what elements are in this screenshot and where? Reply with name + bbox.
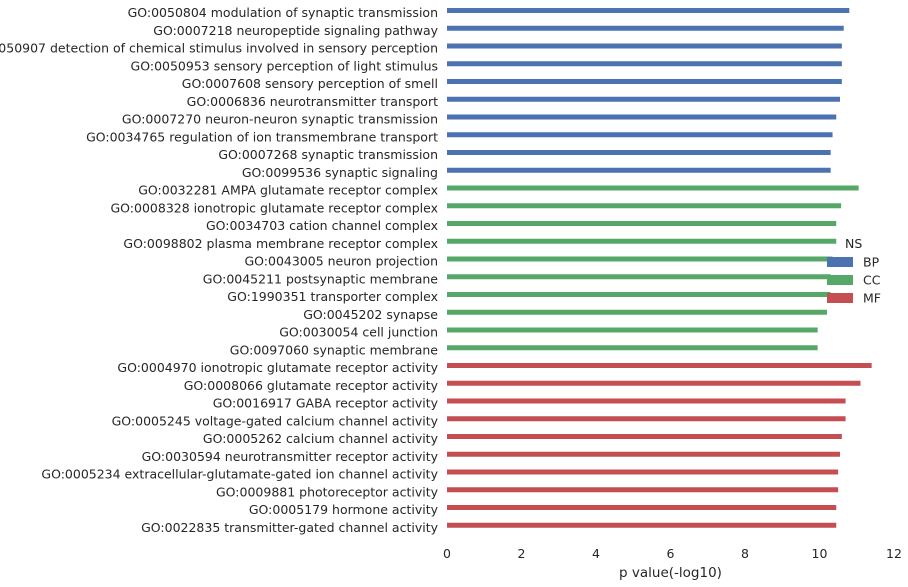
bar-cc-2 [447,221,837,226]
bar-bp-2 [447,43,842,49]
category-label: GO:0030594 neurotransmitter receptor act… [142,449,439,464]
bar-mf-7 [447,487,839,493]
category-label: GO:0016917 GABA receptor activity [213,396,439,411]
x-tick-label: 2 [518,546,526,561]
legend-swatch-mf [827,293,853,303]
category-label: GO:0006836 neurotransmitter transport [187,94,438,109]
category-label: GO:0022835 transmitter-gated channel act… [141,520,438,535]
bar-mf-9 [447,522,837,528]
bar-bp-0 [447,8,850,13]
category-label: GO:0050907 detection of chemical stimulu… [0,41,438,56]
category-label: GO:0005234 extracellular-glutamate-gated… [41,467,438,482]
category-label: GO:0050953 sensory perception of light s… [131,58,438,73]
category-label: GO:0097060 synaptic membrane [230,342,439,357]
bars [447,8,872,528]
legend-label-mf: MF [863,291,881,306]
bar-cc-5 [447,274,831,280]
x-axis-label: p value(-log10) [619,565,722,581]
category-label: GO:0009881 photoreceptor activity [216,484,439,499]
category-label: GO:0008328 ionotropic glutamate receptor… [111,200,439,215]
x-tick-label: 6 [667,546,675,561]
category-label: GO:0034765 regulation of ion transmembra… [86,129,438,144]
legend-label-cc: CC [863,273,881,288]
bar-bp-7 [447,132,833,138]
bar-bp-4 [447,79,842,84]
category-label: GO:0005179 hormone activity [249,502,439,517]
bar-cc-3 [447,238,837,244]
x-tick-label: 4 [592,546,600,561]
bar-mf-5 [447,451,840,457]
legend-label-bp: BP [863,255,880,270]
bar-bp-8 [447,150,831,155]
category-label: GO:0008066 glutamate receptor activity [184,378,439,393]
bar-cc-1 [447,203,842,209]
bar-bp-1 [447,25,844,31]
bar-mf-3 [447,416,846,422]
category-label: GO:0004970 ionotropic glutamate receptor… [117,360,438,375]
category-label: GO:0032281 AMPA glutamate receptor compl… [138,183,438,198]
category-label: GO:0099536 synaptic signaling [242,165,438,180]
legend-swatch-cc [827,275,853,285]
bar-cc-4 [447,256,833,262]
category-label: GO:0030054 cell junction [279,325,438,340]
x-axis-ticks: 0 2 4 6 8 10 12 [443,546,902,561]
bar-bp-5 [447,96,840,102]
bar-bp-3 [447,61,842,67]
bar-cc-8 [447,327,818,333]
x-tick-label: 0 [443,546,451,561]
category-label: GO:0005262 calcium channel activity [203,431,439,446]
bar-cc-9 [447,345,818,351]
bar-cc-6 [447,292,831,297]
bar-bp-9 [447,167,831,173]
category-label: GO:0005245 voltage-gated calcium channel… [112,413,439,428]
bar-cc-0 [447,185,859,191]
category-label: GO:0007218 neuropeptide signaling pathwa… [153,23,438,38]
legend-title: NS [845,236,862,251]
bar-mf-0 [447,363,872,368]
category-label: GO:0007270 neuron-neuron synaptic transm… [122,112,438,127]
bar-mf-4 [447,434,842,439]
category-label: GO:0045211 postsynaptic membrane [203,271,439,286]
category-label: GO:0034703 cation channel complex [206,218,438,233]
bar-mf-8 [447,505,837,510]
category-labels: GO:0050804 modulation of synaptic transm… [0,5,439,535]
bar-mf-6 [447,469,839,475]
bar-bp-6 [447,114,837,120]
x-tick-label: 10 [812,546,828,561]
category-label: GO:0050804 modulation of synaptic transm… [128,5,438,20]
bar-mf-2 [447,398,846,404]
legend-swatch-bp [827,257,853,267]
bar-mf-1 [447,380,861,386]
category-label: GO:0007268 synaptic transmission [218,147,438,162]
category-label: GO:0045202 synapse [303,307,438,322]
category-label: GO:1990351 transporter complex [227,289,438,304]
category-label: GO:0007608 sensory perception of smell [182,76,438,91]
legend: NS BP CC MF [827,236,881,306]
bar-cc-7 [447,309,827,315]
x-tick-label: 12 [886,546,902,561]
x-tick-label: 8 [741,546,749,561]
category-label: GO:0098802 plasma membrane receptor comp… [123,236,438,251]
category-label: GO:0043005 neuron projection [244,254,438,269]
